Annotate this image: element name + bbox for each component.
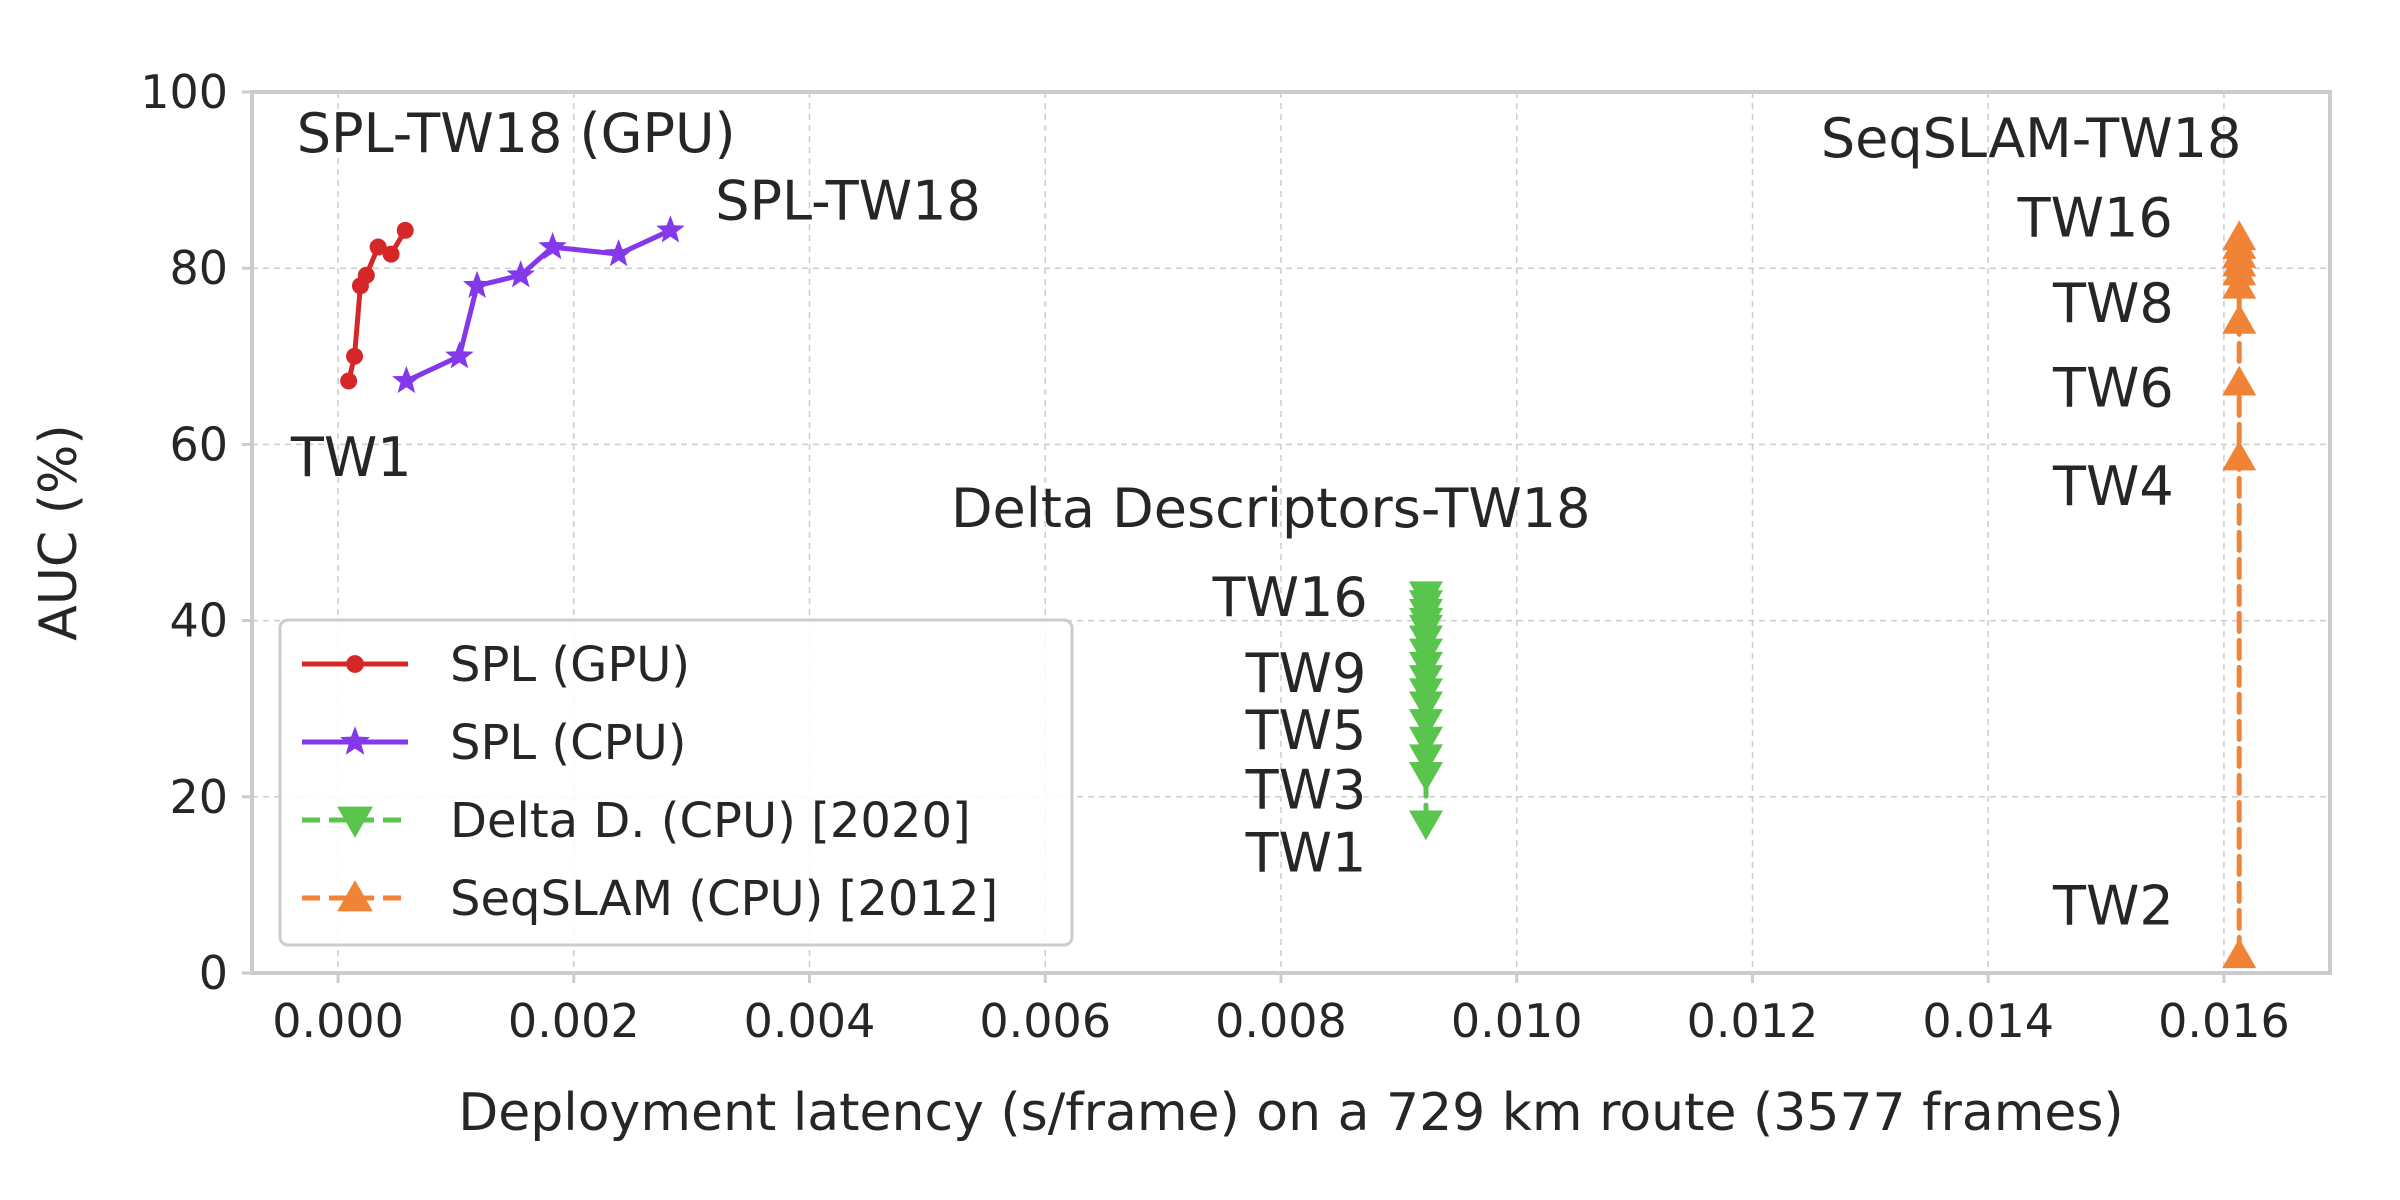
x-tick-label: 0.012 [1687, 994, 1819, 1048]
legend: SPL (GPU) SPL (CPU) Delta D. (CPU) [2020] S… [278, 618, 1074, 947]
x-tick-label: 0.010 [1451, 994, 1583, 1048]
series-0 [340, 221, 414, 390]
x-tick-label: 0.014 [1922, 994, 2054, 1048]
data-point [604, 239, 633, 267]
annotation-label: TW5 [1245, 699, 1367, 762]
y-tick-label: 60 [169, 417, 228, 471]
data-point [369, 238, 387, 256]
x-tick-label: 0.006 [979, 994, 1111, 1048]
data-point [2222, 220, 2257, 251]
x-tick-label: 0.008 [1215, 994, 1347, 1048]
data-point [538, 232, 567, 260]
data-point [2222, 365, 2257, 396]
y-tick-label: 0 [199, 946, 228, 1000]
data-point [462, 270, 492, 298]
data-point [1408, 810, 1443, 841]
data-point [382, 245, 400, 263]
annotation-label: TW9 [1245, 642, 1367, 705]
annotation-label: TW8 [2052, 272, 2174, 335]
y-tick-label: 20 [169, 770, 228, 824]
series-1 [392, 215, 685, 394]
data-point [346, 347, 364, 365]
data-point [2222, 938, 2257, 969]
y-tick-label: 100 [140, 65, 228, 119]
x-tick-label: 0.000 [272, 994, 404, 1048]
legend-marker [346, 655, 364, 673]
data-point [1408, 581, 1443, 612]
data-point [396, 221, 414, 239]
legend-label: SeqSLAM (CPU) [2012] [450, 871, 998, 927]
annotation-label: TW6 [2052, 357, 2174, 420]
data-point [357, 266, 375, 284]
annotation-label: SPL-TW18 (GPU) [297, 102, 736, 165]
annotation-label: SPL-TW18 [715, 170, 981, 233]
y-axis-title: AUC (%) [29, 424, 89, 640]
annotation-label: TW1 [290, 426, 412, 489]
annotation-label: TW16 [2017, 186, 2173, 249]
data-point [1408, 744, 1443, 775]
x-tick-label: 0.016 [2158, 994, 2290, 1048]
legend-label: SPL (CPU) [450, 715, 686, 771]
annotation-label: TW1 [1245, 822, 1367, 885]
data-point [392, 366, 421, 394]
legend-entry: SPL (CPU) [302, 715, 686, 771]
series-line [403, 227, 673, 384]
annotations: SPL-TW18 (GPU)SPL-TW18 TW1 Delta Descripto… [290, 102, 2241, 938]
data-point [1408, 726, 1443, 757]
data-point [656, 215, 685, 243]
series-2 [1408, 581, 1443, 841]
annotation-label: TW3 [1245, 758, 1367, 821]
legend-marker [337, 806, 373, 838]
plot-frame [250, 90, 2332, 975]
annotation-label: SeqSLAM-TW18 [1821, 107, 2242, 170]
y-tick-label: 40 [169, 594, 228, 648]
legend-box [278, 618, 1074, 947]
x-tick-label: 0.002 [508, 994, 640, 1048]
annotation-label: TW16 [1212, 566, 1368, 629]
data-point [445, 341, 474, 369]
axes: 0.000 0.002 0.004 0.006 0.008 0.010 0.012 0.014… [140, 65, 2332, 1048]
data-point [2222, 440, 2257, 471]
data-point [1408, 762, 1443, 792]
data-point [506, 260, 535, 288]
legend-entry: Delta D. (CPU) [2020] [302, 793, 971, 849]
legend-entry: SPL (GPU) [302, 637, 690, 693]
x-axis-title: Deployment latency (s/frame) on a 729 km… [458, 1083, 2123, 1143]
x-tick-label: 0.004 [744, 994, 876, 1048]
legend-label: Delta D. (CPU) [2020] [450, 793, 971, 849]
legend-entry: SeqSLAM (CPU) [2012] [302, 871, 998, 927]
annotation-label: TW4 [2052, 455, 2174, 518]
legend-marker [337, 880, 373, 912]
legend-label: SPL (GPU) [450, 637, 690, 693]
data-point [2222, 304, 2257, 334]
series-group [340, 215, 2257, 969]
annotation-label: Delta Descriptors-TW18 [951, 477, 1591, 540]
annotation-label: TW2 [2052, 875, 2174, 938]
y-tick-label: 80 [169, 241, 228, 295]
legend-marker [340, 726, 370, 755]
series-3 [2222, 220, 2257, 969]
data-point [1408, 709, 1443, 739]
data-point [340, 372, 358, 390]
